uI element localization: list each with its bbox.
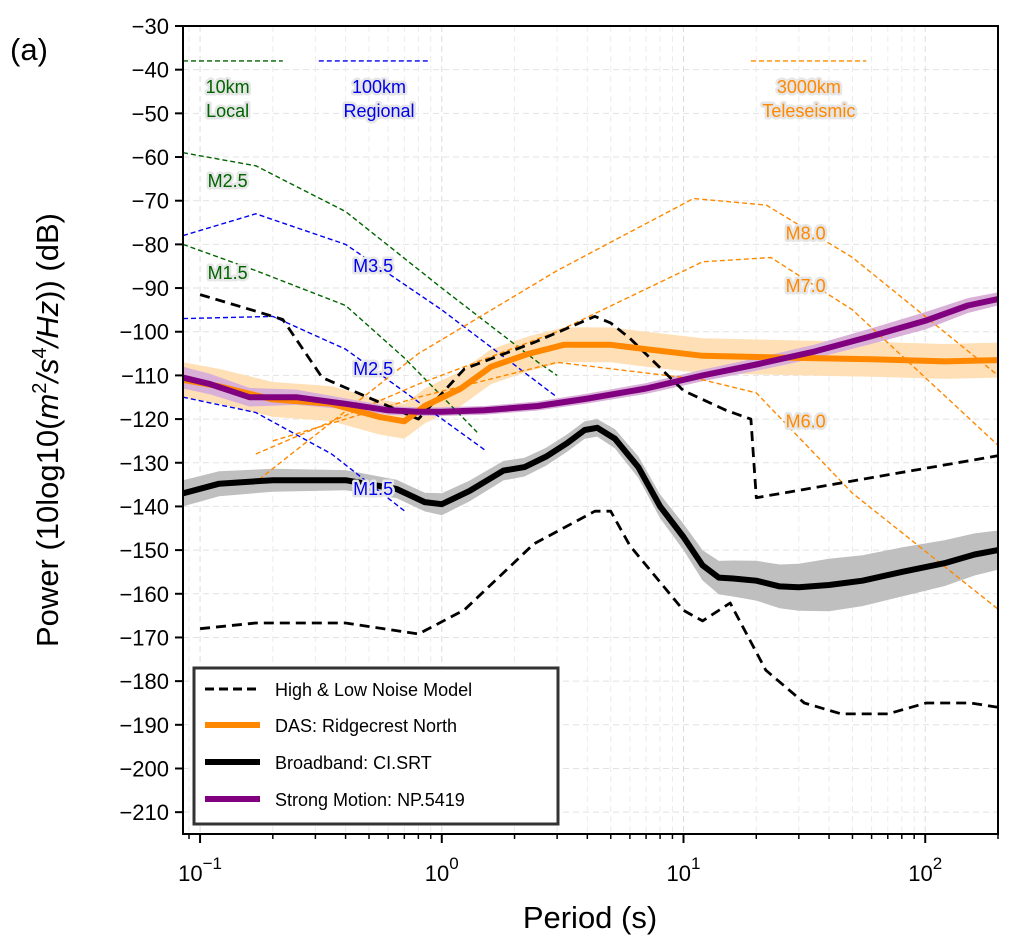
y-tick-label: −120 (119, 407, 169, 432)
y-tick-label: −110 (121, 363, 169, 388)
legend-label-broadband: Broadband: CI.SRT (275, 753, 432, 773)
reference-lines (183, 60, 998, 610)
annotation-label: Teleseismic (762, 101, 855, 121)
annotation-label: M1.5 (208, 263, 248, 283)
x-tick-label: 10−1 (178, 854, 222, 886)
y-tick-label: −190 (119, 713, 169, 738)
y-tick-label: −160 (119, 582, 169, 607)
y-tick-label: −140 (119, 494, 169, 519)
y-tick-label: −40 (132, 58, 169, 83)
y-tick-label: −70 (132, 189, 169, 214)
annotation-label: M8.0 (786, 223, 826, 243)
legend-label-das: DAS: Ridgecrest North (275, 716, 457, 736)
y-title-part: s (30, 358, 65, 374)
legend: High & Low Noise Model DAS: Ridgecrest N… (192, 666, 560, 826)
y-tick-label: −50 (132, 101, 169, 126)
series-broadband-ci-srt (183, 424, 998, 591)
x-axis-title: Period (s) (523, 900, 657, 935)
y-tick-label: −180 (119, 669, 169, 694)
x-tick-base: 10 (425, 861, 449, 886)
y-tick-label: −80 (132, 232, 169, 257)
series-m7-0-teleseismic (255, 256, 998, 455)
annotation-label: 100km (352, 77, 406, 97)
panel-label: (a) (10, 32, 48, 67)
band-strong-motion-np-5419 (183, 292, 998, 416)
series-m2-5-regional (183, 315, 485, 451)
legend-label-noise-model: High & Low Noise Model (275, 680, 472, 700)
x-tick-label: 102 (908, 854, 942, 886)
x-tick-base: 10 (908, 861, 932, 886)
y-tick-label: −30 (132, 14, 169, 39)
y-tick-label: −210 (119, 800, 169, 825)
annotation-label: 10km (206, 77, 250, 97)
annotation-label: M6.0 (786, 411, 826, 431)
main-series-lines (183, 296, 998, 591)
x-tick-label: 100 (425, 854, 459, 886)
series-m1-5-local (183, 243, 478, 433)
series-high-noise-model (199, 293, 998, 500)
noise-model-lines (199, 293, 998, 716)
annotation-label: M2.5 (353, 359, 393, 379)
y-title-superscript: 2 (29, 383, 51, 394)
annotation-label: M7.0 (786, 276, 826, 296)
x-tick-base: 10 (667, 861, 691, 886)
y-tick-label: −150 (119, 538, 169, 563)
annotations: 10km Local 100km Regional 3000km Teleseismic M… (203, 75, 858, 502)
y-tick-label: −200 (119, 756, 169, 781)
series-m6-0-teleseismic (272, 361, 998, 610)
annotation-label: M2.5 (208, 171, 248, 191)
y-tick-label: −90 (132, 276, 169, 301)
x-tick-exponent: 2 (933, 854, 942, 873)
legend-label-strong-motion: Strong Motion: NP.5419 (275, 790, 465, 810)
series-m8-0-teleseismic (252, 197, 998, 486)
series-m3-5-regional (183, 213, 558, 398)
series-m2-5-local (183, 152, 558, 376)
y-title-part: m (30, 394, 65, 420)
annotation-label: Local (206, 101, 249, 121)
annotation-label: M3.5 (353, 256, 393, 276)
annotation-label: 3000km (777, 77, 841, 97)
annotation-label: Regional (343, 101, 414, 121)
x-tick-base: 10 (178, 861, 202, 886)
y-tick-label: −60 (132, 145, 169, 170)
y-axis-title: Power (10log10(m2/s4/Hz)) (dB) (29, 213, 65, 647)
x-tick-exponent: 0 (449, 854, 458, 873)
y-title-part: / (30, 371, 65, 385)
axis-ticks: −30−40−50−60−70−80−90−100−110−120−130−14… (119, 14, 999, 886)
x-tick-label: 101 (667, 854, 701, 886)
y-tick-label: −170 (119, 625, 169, 650)
y-title-part: Power (10log10( (30, 419, 65, 647)
band-broadband-ci-srt (183, 419, 998, 612)
series-strong-motion-np-5419 (183, 296, 998, 415)
y-tick-label: −100 (119, 320, 169, 345)
plot-frame (182, 25, 999, 835)
annotation-label: M1.5 (353, 479, 393, 499)
y-title-superscript: 4 (29, 347, 51, 358)
y-tick-label: −130 (119, 451, 169, 476)
x-tick-exponent: 1 (691, 854, 700, 873)
y-title-part: / (30, 335, 65, 349)
y-title-part: )) (dB) (30, 213, 65, 301)
y-title-part: Hz (30, 300, 65, 338)
x-tick-exponent: −1 (203, 854, 222, 873)
